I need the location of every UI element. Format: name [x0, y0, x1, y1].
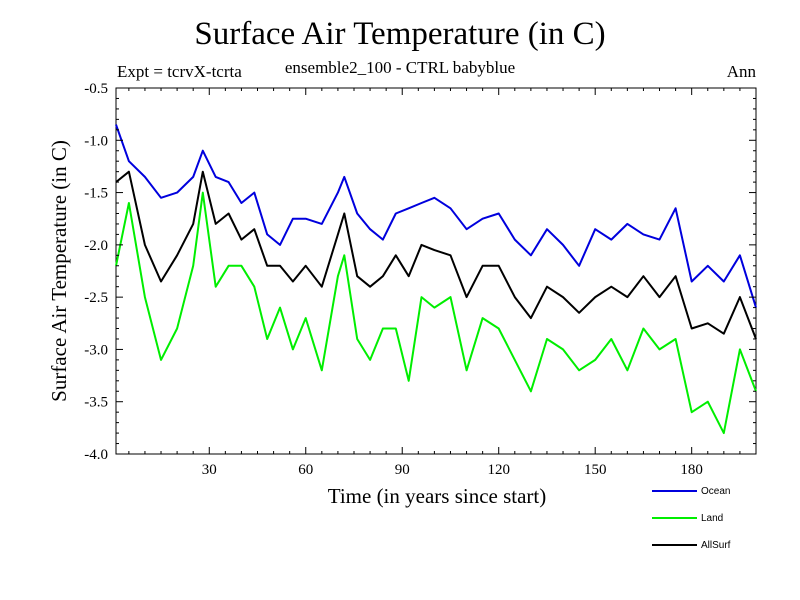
legend-label-land: Land	[701, 513, 723, 524]
plot-frame	[115, 87, 757, 455]
series-line-allsurf	[115, 170, 757, 340]
x-axis-title: Time (in years since start)	[328, 484, 547, 508]
period-label: Ann	[726, 62, 756, 81]
x-tick-label: 150	[584, 462, 607, 478]
legend-label-allsurf: AllSurf	[701, 540, 731, 551]
x-tick-label: 180	[680, 462, 703, 478]
chart-title: Surface Air Temperature (in C)	[194, 16, 606, 52]
x-tick-label: 60	[298, 462, 313, 478]
y-tick-label: -2.0	[84, 238, 108, 254]
y-axis-title: Surface Air Temperature (in C)	[47, 140, 71, 402]
y-tick-label: -3.5	[84, 395, 108, 411]
x-tick-label: 120	[487, 462, 510, 478]
legend: Ocean Land AllSurf	[652, 486, 731, 551]
y-tick-label: -4.0	[84, 447, 108, 463]
expt-label: Expt = tcrvX-tcrta	[117, 62, 242, 81]
legend-label-ocean: Ocean	[701, 486, 730, 497]
series-line-ocean	[115, 124, 757, 308]
y-tick-label: -0.5	[84, 81, 108, 97]
x-tick-label: 90	[395, 462, 410, 478]
y-tick-label: -1.0	[84, 133, 108, 149]
series-line-land	[115, 191, 757, 435]
y-tick-label: -2.5	[84, 290, 108, 306]
y-tick-label: -1.5	[84, 186, 108, 202]
y-tick-label: -3.0	[84, 342, 108, 358]
chart-subtitle: ensemble2_100 - CTRL babyblue	[284, 58, 516, 77]
x-tick-label: 30	[202, 462, 217, 478]
